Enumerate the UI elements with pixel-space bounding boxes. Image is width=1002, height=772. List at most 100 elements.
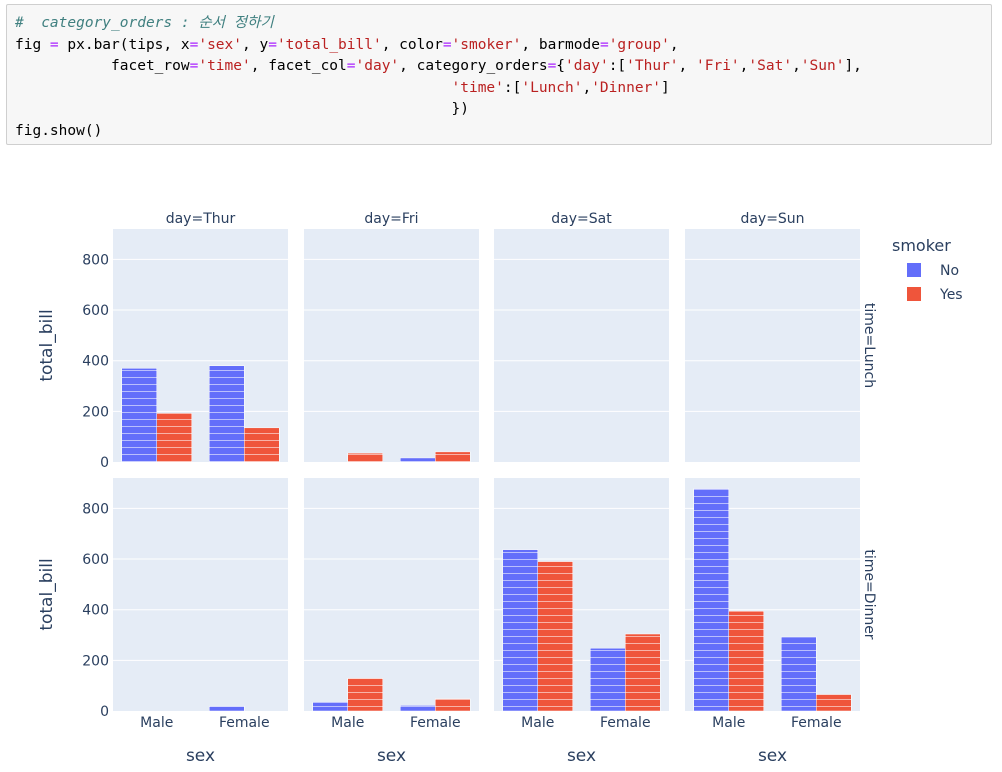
facet-column-label: day=Sun bbox=[740, 211, 804, 227]
bar-no-female bbox=[400, 457, 436, 463]
code-token: 'Fri' bbox=[696, 58, 740, 74]
code-token: px.bar(tips, x bbox=[58, 36, 190, 53]
y-tick-label: 0 bbox=[100, 704, 109, 720]
code-token: 'Sun' bbox=[800, 58, 845, 74]
code-token: = bbox=[346, 58, 356, 74]
code-token: 'day' bbox=[565, 58, 609, 74]
facet-column-label: day=Fri bbox=[364, 211, 418, 227]
y-tick-label: 800 bbox=[82, 501, 109, 517]
x-axis-title: sex bbox=[567, 746, 596, 766]
bar-yes-male bbox=[537, 561, 573, 712]
x-tick-label: Female bbox=[410, 715, 461, 731]
x-tick-label: Female bbox=[600, 715, 651, 731]
bar-no-male bbox=[121, 368, 157, 463]
code-token: , barmode bbox=[521, 36, 600, 53]
code-token: ], bbox=[844, 58, 862, 74]
bar-yes-male bbox=[156, 413, 192, 463]
code-token: 'Lunch' bbox=[521, 79, 583, 96]
bar-no-male bbox=[502, 549, 538, 712]
legend-title: smoker bbox=[892, 236, 951, 255]
code-token: , bbox=[739, 58, 749, 74]
code-token: 'Sat' bbox=[748, 58, 793, 74]
bar-no-female bbox=[400, 705, 436, 712]
code-line: facet_row='time', facet_col='day', categ… bbox=[15, 56, 991, 78]
bar-yes-male bbox=[728, 610, 764, 712]
code-token: = bbox=[599, 36, 609, 53]
x-tick-label: Female bbox=[219, 715, 270, 731]
bar-yes-female bbox=[435, 451, 471, 463]
facet-column-label: day=Thur bbox=[166, 211, 236, 227]
x-tick-label: Male bbox=[331, 715, 364, 731]
facet-panel bbox=[113, 478, 288, 711]
code-token: , category_orders bbox=[399, 58, 548, 74]
x-axis-title: sex bbox=[186, 746, 215, 766]
legend-label-yes[interactable]: Yes bbox=[939, 287, 963, 303]
bar-yes-female bbox=[435, 698, 471, 712]
code-token: 'total_bill' bbox=[276, 36, 382, 53]
legend-swatch-no[interactable] bbox=[907, 263, 921, 277]
bar-no-female bbox=[209, 705, 245, 712]
y-axis-title: total_bill bbox=[37, 558, 57, 630]
x-tick-label: Male bbox=[140, 715, 173, 731]
y-tick-label: 200 bbox=[82, 404, 109, 420]
bar-no-male bbox=[693, 488, 729, 712]
code-token: , y bbox=[242, 36, 269, 53]
code-token: , bbox=[669, 36, 679, 53]
facet-panel bbox=[685, 229, 860, 462]
x-axis-title: sex bbox=[377, 746, 406, 766]
code-token: = bbox=[268, 36, 277, 53]
bar-yes-male bbox=[347, 678, 383, 712]
code-token: = bbox=[189, 58, 199, 74]
y-tick-label: 600 bbox=[82, 552, 109, 568]
code-token: = bbox=[547, 58, 557, 74]
bar-no-male bbox=[312, 702, 348, 712]
code-token: fig.show() bbox=[15, 122, 103, 139]
facet-row-label: time=Lunch bbox=[861, 303, 877, 388]
bar-no-female bbox=[209, 365, 245, 463]
code-token: = bbox=[442, 36, 452, 53]
code-token: 'time' bbox=[451, 79, 504, 96]
bar-no-female bbox=[590, 647, 626, 712]
bar-yes-female bbox=[244, 427, 280, 463]
code-token: , facet_col bbox=[250, 58, 347, 74]
facet-column-label: day=Sat bbox=[551, 211, 612, 227]
legend-label-no[interactable]: No bbox=[940, 263, 959, 279]
code-token: 'group' bbox=[608, 36, 670, 53]
x-axis-title: sex bbox=[758, 746, 787, 766]
code-token: 'day' bbox=[355, 58, 400, 74]
code-token: 'Thur' bbox=[626, 58, 679, 74]
code-token: = bbox=[49, 36, 59, 53]
facet-panel bbox=[304, 229, 479, 462]
code-token: 'Dinner' bbox=[591, 79, 662, 96]
y-tick-label: 600 bbox=[82, 303, 109, 319]
x-tick-label: Male bbox=[521, 715, 554, 731]
bar-no-female bbox=[781, 636, 817, 712]
code-line: 'time':['Lunch','Dinner'] bbox=[15, 78, 991, 100]
code-token: 'time' bbox=[198, 58, 251, 74]
code-line: fig = px.bar(tips, x='sex', y='total_bil… bbox=[15, 35, 991, 57]
y-tick-label: 400 bbox=[82, 354, 109, 370]
code-line: }) bbox=[15, 99, 991, 121]
facet-panel bbox=[304, 478, 479, 711]
code-token: 'sex' bbox=[198, 36, 242, 53]
code-token: , bbox=[582, 79, 592, 96]
y-tick-label: 800 bbox=[82, 252, 109, 268]
y-tick-label: 200 bbox=[82, 653, 109, 669]
code-token: , bbox=[678, 58, 697, 74]
code-token: , bbox=[792, 58, 801, 74]
code-cell[interactable]: # category_orders : 순서 정하기 fig = px.bar(… bbox=[6, 4, 992, 145]
legend-swatch-yes[interactable] bbox=[907, 287, 921, 301]
x-tick-label: Female bbox=[791, 715, 842, 731]
code-token: fig bbox=[15, 36, 50, 53]
y-axis-title: total_bill bbox=[37, 309, 57, 381]
code-token: facet_row bbox=[15, 58, 190, 74]
code-token: :[ bbox=[608, 58, 627, 74]
bar-yes-female bbox=[816, 694, 852, 712]
code-token: }) bbox=[15, 101, 469, 117]
code-token: 'smoker' bbox=[451, 36, 522, 53]
code-token: = bbox=[189, 36, 199, 53]
bar-yes-male bbox=[347, 452, 383, 463]
bar-yes-female bbox=[625, 633, 661, 712]
code-token: ] bbox=[661, 79, 670, 96]
code-token: , color bbox=[381, 36, 443, 53]
